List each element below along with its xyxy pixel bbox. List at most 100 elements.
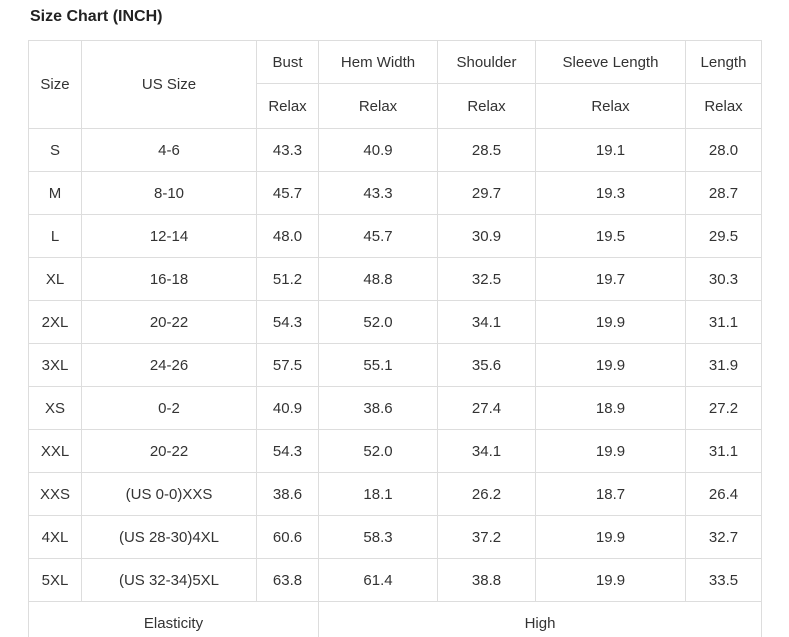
shoulder-cell: 34.1	[437, 300, 536, 344]
fit-cell-sleeve-length: Relax	[535, 83, 686, 129]
us-size-cell: (US 0-0)XXS	[81, 472, 257, 516]
elasticity-label-cell: Elasticity	[28, 601, 319, 637]
us-size-cell: 12-14	[81, 214, 257, 258]
shoulder-cell: 32.5	[437, 257, 536, 301]
fit-cell-length: Relax	[685, 83, 762, 129]
bust-cell: 43.3	[256, 128, 319, 172]
size-cell: XXS	[28, 472, 82, 516]
shoulder-cell: 29.7	[437, 171, 536, 215]
bust-cell: 48.0	[256, 214, 319, 258]
shoulder-cell: 38.8	[437, 558, 536, 602]
us-size-cell: 16-18	[81, 257, 257, 301]
size-cell: XS	[28, 386, 82, 430]
sleeve-length-cell: 19.3	[535, 171, 686, 215]
length-cell: 28.7	[685, 171, 762, 215]
us-size-cell: (US 28-30)4XL	[81, 515, 257, 559]
column-header-length: Length	[685, 40, 762, 84]
bust-cell: 57.5	[256, 343, 319, 387]
shoulder-cell: 28.5	[437, 128, 536, 172]
size-cell: M	[28, 171, 82, 215]
size-cell: XL	[28, 257, 82, 301]
sleeve-length-cell: 19.1	[535, 128, 686, 172]
hem-width-cell: 61.4	[318, 558, 438, 602]
bust-cell: 38.6	[256, 472, 319, 516]
bust-cell: 40.9	[256, 386, 319, 430]
hem-width-cell: 38.6	[318, 386, 438, 430]
sleeve-length-cell: 19.5	[535, 214, 686, 258]
fit-row: Relax Relax Relax Relax Relax	[29, 83, 762, 129]
shoulder-cell: 30.9	[437, 214, 536, 258]
length-cell: 27.2	[685, 386, 762, 430]
fit-cell-bust: Relax	[256, 83, 319, 129]
us-size-column-header: US Size	[81, 40, 257, 129]
size-chart-table: Size US Size Bust Hem Width Shoulder Sle…	[28, 40, 762, 637]
shoulder-cell: 34.1	[437, 429, 536, 473]
hem-width-cell: 40.9	[318, 128, 438, 172]
size-cell: 3XL	[28, 343, 82, 387]
bust-cell: 45.7	[256, 171, 319, 215]
size-cell: 4XL	[28, 515, 82, 559]
size-cell: L	[28, 214, 82, 258]
length-cell: 31.1	[685, 300, 762, 344]
hem-width-cell: 52.0	[318, 429, 438, 473]
us-size-cell: 4-6	[81, 128, 257, 172]
length-cell: 26.4	[685, 472, 762, 516]
sleeve-length-cell: 18.7	[535, 472, 686, 516]
us-size-cell: 20-22	[81, 429, 257, 473]
sleeve-length-cell: 19.9	[535, 300, 686, 344]
bust-cell: 54.3	[256, 300, 319, 344]
bust-cell: 60.6	[256, 515, 319, 559]
table-row: 2XL 20-22 54.3 52.0 34.1 19.9 31.1	[28, 300, 762, 344]
fit-cell-shoulder: Relax	[437, 83, 536, 129]
us-size-cell: 8-10	[81, 171, 257, 215]
length-cell: 28.0	[685, 128, 762, 172]
hem-width-cell: 55.1	[318, 343, 438, 387]
table-row: M 8-10 45.7 43.3 29.7 19.3 28.7	[28, 171, 762, 215]
size-column-header: Size	[28, 40, 82, 129]
length-cell: 32.7	[685, 515, 762, 559]
table-row: S 4-6 43.3 40.9 28.5 19.1 28.0	[28, 128, 762, 172]
hem-width-cell: 45.7	[318, 214, 438, 258]
hem-width-cell: 18.1	[318, 472, 438, 516]
us-size-cell: 0-2	[81, 386, 257, 430]
table-row: XXS (US 0-0)XXS 38.6 18.1 26.2 18.7 26.4	[28, 472, 762, 516]
length-cell: 30.3	[685, 257, 762, 301]
us-size-cell: (US 32-34)5XL	[81, 558, 257, 602]
column-header-shoulder: Shoulder	[437, 40, 536, 84]
sleeve-length-cell: 19.9	[535, 558, 686, 602]
us-size-cell: 20-22	[81, 300, 257, 344]
sleeve-length-cell: 19.9	[535, 515, 686, 559]
table-row: XS 0-2 40.9 38.6 27.4 18.9 27.2	[28, 386, 762, 430]
size-cell: XXL	[28, 429, 82, 473]
length-cell: 33.5	[685, 558, 762, 602]
size-cell: 5XL	[28, 558, 82, 602]
hem-width-cell: 43.3	[318, 171, 438, 215]
length-cell: 29.5	[685, 214, 762, 258]
fit-cell-hem-width: Relax	[318, 83, 438, 129]
elasticity-value-cell: High	[318, 601, 762, 637]
size-cell: 2XL	[28, 300, 82, 344]
length-cell: 31.1	[685, 429, 762, 473]
shoulder-cell: 27.4	[437, 386, 536, 430]
column-header-hem-width: Hem Width	[318, 40, 438, 84]
page-title: Size Chart (INCH)	[30, 8, 163, 25]
elasticity-row: Elasticity High	[28, 601, 762, 637]
shoulder-cell: 37.2	[437, 515, 536, 559]
column-header-sleeve-length: Sleeve Length	[535, 40, 686, 84]
sleeve-length-cell: 19.9	[535, 429, 686, 473]
sleeve-length-cell: 18.9	[535, 386, 686, 430]
shoulder-cell: 35.6	[437, 343, 536, 387]
table-row: L 12-14 48.0 45.7 30.9 19.5 29.5	[28, 214, 762, 258]
us-size-cell: 24-26	[81, 343, 257, 387]
sleeve-length-cell: 19.7	[535, 257, 686, 301]
size-cell: S	[28, 128, 82, 172]
table-row: 4XL (US 28-30)4XL 60.6 58.3 37.2 19.9 32…	[28, 515, 762, 559]
column-header-bust: Bust	[256, 40, 319, 84]
bust-cell: 63.8	[256, 558, 319, 602]
header-row: Size US Size Bust Hem Width Shoulder Sle…	[28, 40, 762, 129]
table-row: 3XL 24-26 57.5 55.1 35.6 19.9 31.9	[28, 343, 762, 387]
length-cell: 31.9	[685, 343, 762, 387]
bust-cell: 54.3	[256, 429, 319, 473]
table-row: 5XL (US 32-34)5XL 63.8 61.4 38.8 19.9 33…	[28, 558, 762, 602]
hem-width-cell: 58.3	[318, 515, 438, 559]
